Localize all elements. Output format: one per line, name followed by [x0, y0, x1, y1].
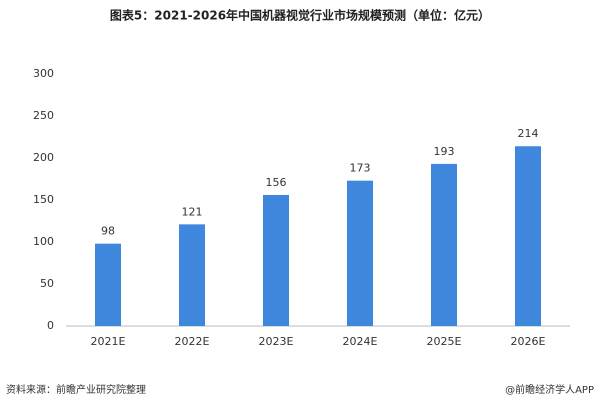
x-tick-label: 2026E: [511, 335, 546, 348]
bar: [431, 163, 457, 326]
value-label: 214: [518, 127, 539, 140]
chart-title: 图表5：2021-2026年中国机器视觉行业市场规模预测（单位：亿元）: [110, 8, 490, 23]
bar: [95, 243, 121, 326]
y-tick-label: 150: [33, 193, 54, 206]
bar: [263, 194, 289, 326]
x-tick-label: 2023E: [259, 335, 294, 348]
y-tick-label: 250: [33, 109, 54, 122]
x-tick-label: 2022E: [175, 335, 210, 348]
bar: [515, 146, 541, 326]
bar: [179, 224, 205, 326]
value-label: 193: [434, 145, 455, 158]
x-tick-label: 2021E: [91, 335, 126, 348]
y-tick-label: 300: [33, 67, 54, 80]
y-tick-label: 50: [40, 277, 54, 290]
source-note: 资料来源：前瞻产业研究院整理: [6, 383, 146, 396]
value-label: 156: [266, 176, 287, 189]
value-label: 98: [101, 225, 115, 238]
y-tick-label: 200: [33, 151, 54, 164]
y-tick-label: 100: [33, 235, 54, 248]
value-label: 121: [182, 205, 203, 218]
bar: [347, 180, 373, 326]
x-tick-label: 2025E: [427, 335, 462, 348]
y-tick-label: 0: [47, 319, 54, 332]
x-tick-label: 2024E: [343, 335, 378, 348]
value-label: 173: [350, 162, 371, 175]
credit: @前瞻经济学人APP: [505, 383, 594, 396]
